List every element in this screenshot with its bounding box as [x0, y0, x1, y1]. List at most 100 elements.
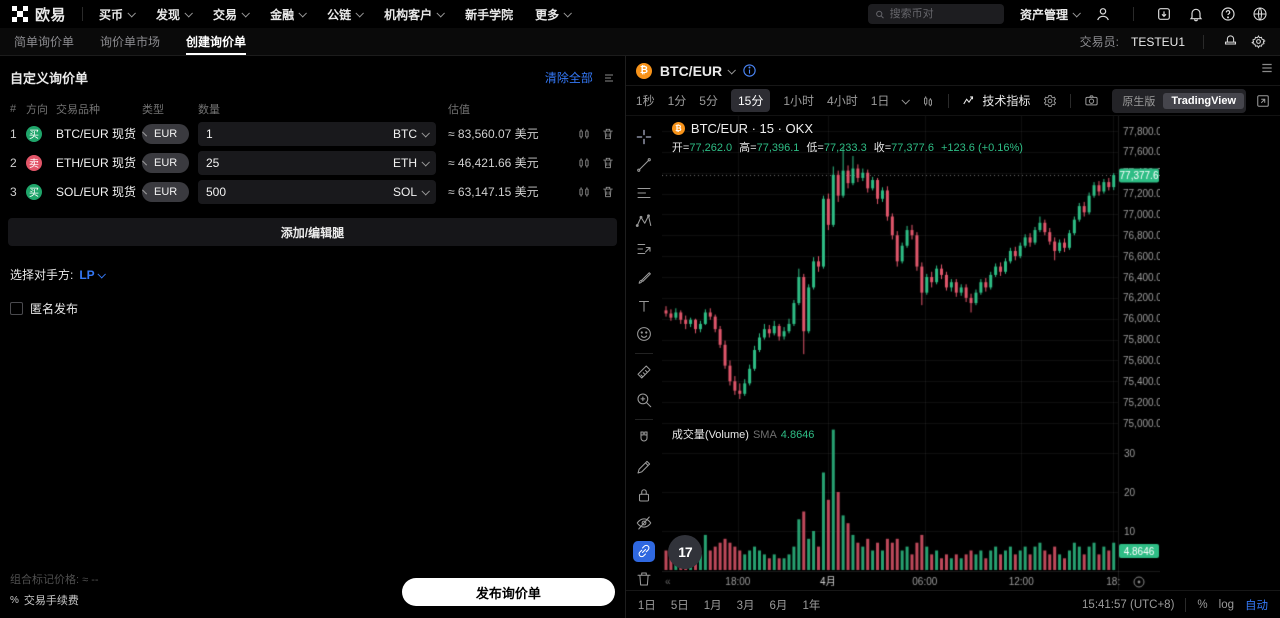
emoji-tool-icon[interactable]	[633, 323, 655, 344]
lock-drawings-icon[interactable]	[633, 484, 655, 505]
hat-icon[interactable]	[1222, 34, 1238, 50]
pair-selector[interactable]: SOL/EUR 现货	[56, 183, 148, 200]
currency-selector[interactable]: ETH	[393, 156, 430, 170]
timeframe-1m[interactable]: 1分	[667, 94, 687, 108]
pair-selector[interactable]: ETH/EUR 现货	[56, 154, 147, 171]
clear-all-button[interactable]: 清除全部	[544, 71, 593, 85]
depth-chart-icon[interactable]	[577, 156, 591, 170]
asset-management-menu[interactable]: 资产管理	[1020, 6, 1081, 23]
brush-tool-icon[interactable]	[633, 267, 655, 288]
range-1y[interactable]: 1年	[802, 599, 821, 612]
timeframe-15m[interactable]: 15分	[730, 89, 771, 112]
leg-index: 2	[10, 155, 17, 170]
chart-bottom-bar: 1日 5日 1月 3月 6月 1年 15:41:57 (UTC+8) % log…	[625, 590, 1280, 618]
type-pill[interactable]: EUR	[142, 152, 190, 173]
range-1d[interactable]: 1日	[637, 599, 656, 612]
remove-drawings-trash-icon[interactable]	[633, 569, 655, 590]
indicators-button[interactable]: 技术指标	[962, 92, 1030, 109]
delete-icon[interactable]	[601, 185, 615, 199]
add-edit-legs-button[interactable]: 添加/编辑腿	[8, 218, 617, 246]
logo-text: 欧易	[35, 6, 67, 24]
download-app-icon[interactable]	[1156, 6, 1172, 22]
measure-ruler-icon[interactable]	[633, 361, 655, 382]
timeframe-5m[interactable]: 5分	[699, 94, 718, 108]
amount-input[interactable]	[206, 155, 387, 170]
search-box[interactable]	[867, 4, 1004, 24]
currency-selector[interactable]: SOL	[393, 185, 430, 199]
range-3mo[interactable]: 3月	[736, 599, 755, 612]
chart-type-icon[interactable]	[921, 94, 935, 108]
amount-input[interactable]	[206, 126, 387, 141]
auto-scale-toggle[interactable]: 自动	[1245, 599, 1268, 612]
tab-simple-rfq[interactable]: 简单询价单	[14, 35, 75, 49]
pair-selector[interactable]: BTC/EUR 现货	[56, 125, 147, 142]
okx-logo[interactable]: 欧易	[12, 4, 66, 25]
custom-rfq-panel: 自定义询价单 清除全部 # 方向 交易品种 类型 数量 估值 1 买 BTC/E…	[0, 56, 626, 618]
menu-chain[interactable]: 公链	[327, 6, 365, 23]
menu-more[interactable]: 更多	[535, 6, 573, 23]
snapshot-camera-icon[interactable]	[1084, 93, 1099, 108]
sync-link-tool-icon[interactable]	[632, 540, 655, 562]
info-icon[interactable]	[742, 63, 757, 78]
chevron-down-icon	[421, 128, 430, 138]
anonymous-checkbox[interactable]	[10, 302, 23, 315]
amount-field[interactable]: BTC	[198, 121, 436, 146]
hide-drawings-eye-icon[interactable]	[633, 512, 655, 533]
candlestick-canvas[interactable]	[661, 116, 1160, 590]
language-globe-icon[interactable]	[1252, 6, 1268, 22]
tab-create-rfq[interactable]: 创建询价单	[186, 28, 247, 55]
price-chart[interactable]: ₿ BTC/EUR · 15 · OKX 开=77,262.0 高=77,396.…	[661, 116, 1280, 590]
fib-retracement-tool-icon[interactable]	[633, 182, 655, 203]
profile-icon[interactable]	[1095, 6, 1111, 22]
depth-chart-icon[interactable]	[577, 127, 591, 141]
drawing-mode-pencil-icon[interactable]	[633, 456, 655, 477]
range-1mo[interactable]: 1月	[703, 599, 722, 612]
menu-buy-crypto[interactable]: 买币	[99, 6, 136, 23]
divider	[948, 93, 950, 108]
timeframe-1h[interactable]: 1小时	[783, 94, 815, 108]
menu-finance[interactable]: 金融	[270, 6, 308, 23]
text-tool-icon[interactable]	[633, 295, 655, 316]
chevron-down-icon[interactable]	[901, 95, 911, 105]
help-icon[interactable]	[1220, 6, 1236, 22]
menu-trade[interactable]: 交易	[213, 6, 251, 23]
publish-rfq-button[interactable]: 发布询价单	[401, 578, 615, 606]
tab-rfq-market[interactable]: 询价单市场	[100, 35, 161, 49]
forecast-tool-icon[interactable]	[633, 239, 655, 260]
counterparty-selector[interactable]: LP	[79, 268, 106, 282]
range-6mo[interactable]: 6月	[769, 599, 788, 612]
range-5d[interactable]: 5日	[670, 599, 689, 612]
amount-input[interactable]	[206, 184, 387, 199]
timeframe-1s[interactable]: 1秒	[635, 94, 655, 108]
fullscreen-icon[interactable]	[1256, 94, 1270, 108]
settings-gear-icon[interactable]	[1250, 34, 1266, 50]
amount-field[interactable]: ETH	[198, 150, 436, 175]
timeframe-4h[interactable]: 4小时	[827, 94, 858, 108]
depth-chart-icon[interactable]	[577, 185, 591, 199]
pattern-tool-icon[interactable]	[633, 211, 655, 232]
zoom-in-tool-icon[interactable]	[633, 390, 655, 411]
menu-academy[interactable]: 新手学院	[465, 7, 514, 22]
type-pill[interactable]: EUR	[142, 181, 190, 202]
notifications-icon[interactable]	[1188, 6, 1204, 22]
chart-settings-gear-icon[interactable]	[1043, 94, 1057, 108]
menu-discover[interactable]: 发现	[156, 6, 193, 23]
list-menu-icon[interactable]	[603, 72, 615, 84]
delete-icon[interactable]	[601, 127, 615, 141]
log-scale-toggle[interactable]: log	[1218, 598, 1234, 611]
timeframe-1d[interactable]: 1日	[870, 94, 890, 108]
menu-institutional[interactable]: 机构客户	[384, 6, 446, 23]
magnet-tool-icon[interactable]	[633, 428, 655, 449]
search-input[interactable]	[889, 8, 997, 20]
tradingview-option[interactable]: TradingView	[1163, 92, 1244, 109]
currency-selector[interactable]: BTC	[393, 127, 430, 141]
native-version-option[interactable]: 原生版	[1122, 95, 1156, 108]
symbol-selector[interactable]: BTC/EUR	[660, 63, 737, 79]
type-pill[interactable]: EUR	[142, 123, 190, 144]
crosshair-tool-icon[interactable]	[633, 126, 655, 147]
amount-field[interactable]: SOL	[198, 179, 436, 204]
panel-list-icon[interactable]	[1260, 61, 1274, 75]
percent-scale-toggle[interactable]: %	[1197, 598, 1208, 611]
delete-icon[interactable]	[601, 156, 615, 170]
trend-line-tool-icon[interactable]	[633, 154, 655, 175]
